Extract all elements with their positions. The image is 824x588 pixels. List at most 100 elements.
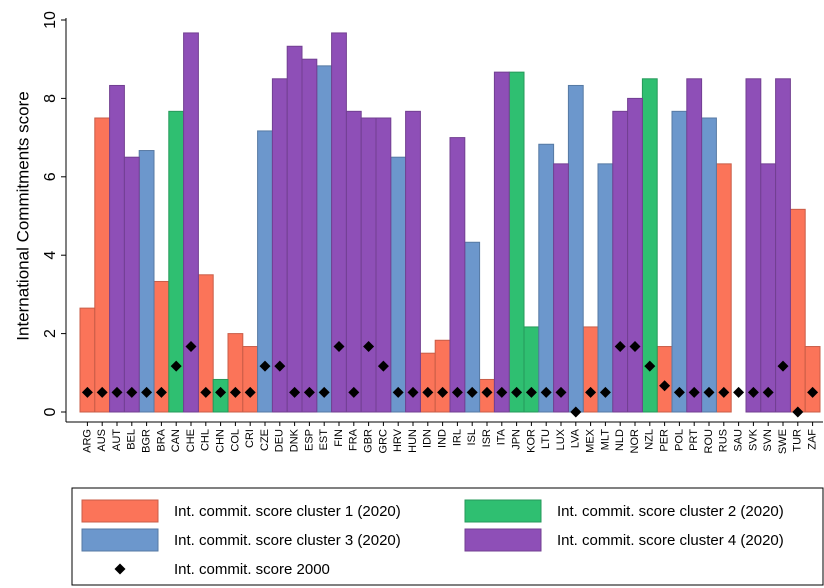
- y-tick-label: 8: [42, 94, 59, 103]
- marker: [303, 386, 315, 398]
- x-tick-label: CAN: [170, 429, 182, 452]
- bar: [612, 110, 629, 413]
- marker: [259, 360, 271, 372]
- marker: [540, 386, 552, 398]
- x-tick-label: ISR: [481, 429, 493, 447]
- x-tick-label: LUX: [555, 428, 567, 450]
- x-tick-label: POL: [673, 429, 685, 451]
- x-tick-label: FIN: [333, 429, 345, 447]
- legend-swatch: [81, 528, 159, 552]
- marker: [363, 341, 375, 353]
- legend-box: [71, 487, 824, 586]
- marker: [289, 386, 301, 398]
- x-tick-label: NOR: [629, 429, 641, 454]
- bar: [775, 78, 791, 413]
- x-tick-label: ISL: [466, 429, 478, 446]
- x-tick-label: CHE: [185, 429, 197, 452]
- bar: [508, 71, 525, 413]
- x-tick-label: EST: [318, 429, 330, 451]
- marker: [348, 386, 360, 398]
- bar: [345, 110, 362, 413]
- marker: [377, 360, 389, 372]
- legend-label: Int. commit. score cluster 2 (2020): [557, 503, 784, 520]
- x-tick-label: ZAF: [807, 429, 819, 450]
- x-tick-label: ITA: [496, 428, 508, 445]
- marker: [599, 386, 611, 398]
- x-tick-label: CRI: [244, 429, 256, 448]
- marker: [229, 386, 241, 398]
- legend-swatch: [81, 499, 159, 523]
- y-tick-label: 4: [42, 251, 59, 260]
- bar: [760, 163, 777, 413]
- y-axis-title: International Commitments score: [13, 91, 32, 340]
- marker: [155, 386, 167, 398]
- marker: [200, 386, 212, 398]
- bar: [538, 143, 555, 413]
- y-tick-label: 2: [42, 329, 59, 338]
- marker: [481, 386, 493, 398]
- legend-swatch: [464, 528, 542, 552]
- legend-swatch: [464, 499, 542, 523]
- bar: [523, 326, 540, 413]
- x-tick-label: BEL: [126, 429, 138, 450]
- x-tick-label: MLT: [599, 429, 611, 450]
- legend-label: Int. commit. score cluster 1 (2020): [174, 503, 401, 520]
- bar: [390, 156, 407, 413]
- bar: [405, 110, 421, 413]
- bar: [183, 32, 199, 413]
- x-tick-label: DEU: [274, 429, 286, 452]
- marker: [392, 386, 404, 398]
- bar: [553, 163, 569, 413]
- x-tick-label: FRA: [348, 428, 360, 451]
- marker: [244, 386, 256, 398]
- marker: [81, 386, 93, 398]
- marker: [215, 386, 227, 398]
- marker: [629, 341, 641, 353]
- marker: [451, 386, 463, 398]
- x-tick-label: LTU: [540, 429, 552, 449]
- x-tick-label: HRV: [392, 428, 404, 452]
- marker: [96, 386, 108, 398]
- x-tick-label: IDN: [422, 429, 434, 448]
- marker: [570, 406, 582, 418]
- bar: [449, 137, 466, 413]
- bar: [316, 65, 333, 413]
- x-tick-label: NZL: [644, 429, 656, 450]
- x-tick-label: DNK: [289, 428, 301, 452]
- marker: [422, 386, 434, 398]
- marker: [733, 386, 745, 398]
- marker: [555, 386, 567, 398]
- x-tick-label: SWE: [777, 429, 789, 454]
- marker: [525, 386, 537, 398]
- marker: [318, 386, 330, 398]
- x-tick-label: ESP: [303, 429, 315, 451]
- marker: [644, 360, 656, 372]
- bar: [686, 78, 703, 413]
- x-tick-label: MEX: [585, 428, 597, 453]
- bar: [419, 352, 436, 413]
- x-tick-label: SVK: [747, 428, 759, 451]
- marker: [170, 360, 182, 372]
- legend-label: Int. commit. score 2000: [174, 561, 330, 578]
- bar: [804, 346, 821, 413]
- x-tick-label: NLD: [614, 429, 626, 451]
- bar: [109, 84, 125, 413]
- bar: [227, 333, 244, 413]
- bar: [597, 163, 614, 413]
- legend-label: Int. commit. score cluster 3 (2020): [174, 532, 401, 549]
- x-tick-label: GRC: [377, 429, 389, 454]
- x-tick-label: CHN: [215, 429, 227, 453]
- marker: [673, 386, 685, 398]
- bar: [123, 156, 140, 413]
- bar: [301, 58, 318, 413]
- marker: [407, 386, 419, 398]
- x-tick-label: BGR: [141, 429, 153, 453]
- marker: [141, 386, 153, 398]
- x-tick-label: RUS: [718, 429, 730, 452]
- bar: [582, 326, 599, 413]
- legend-label: Int. commit. score cluster 4 (2020): [557, 532, 784, 549]
- x-tick-label: ARG: [81, 429, 93, 453]
- marker: [274, 360, 286, 372]
- bar: [375, 117, 392, 413]
- x-tick-label: GBR: [363, 429, 375, 453]
